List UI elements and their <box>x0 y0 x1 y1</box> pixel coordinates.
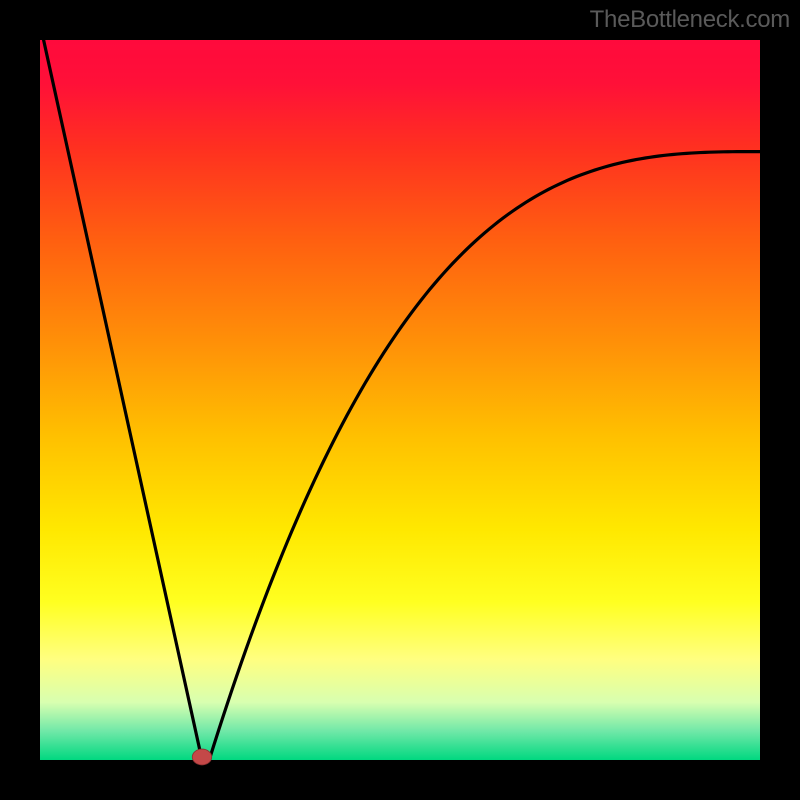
chart-wrapper: TheBottleneck.com <box>0 0 800 800</box>
watermark-text: TheBottleneck.com <box>590 6 790 34</box>
chart-svg <box>0 0 800 800</box>
plot-background <box>40 40 760 760</box>
dip-marker <box>192 749 211 765</box>
